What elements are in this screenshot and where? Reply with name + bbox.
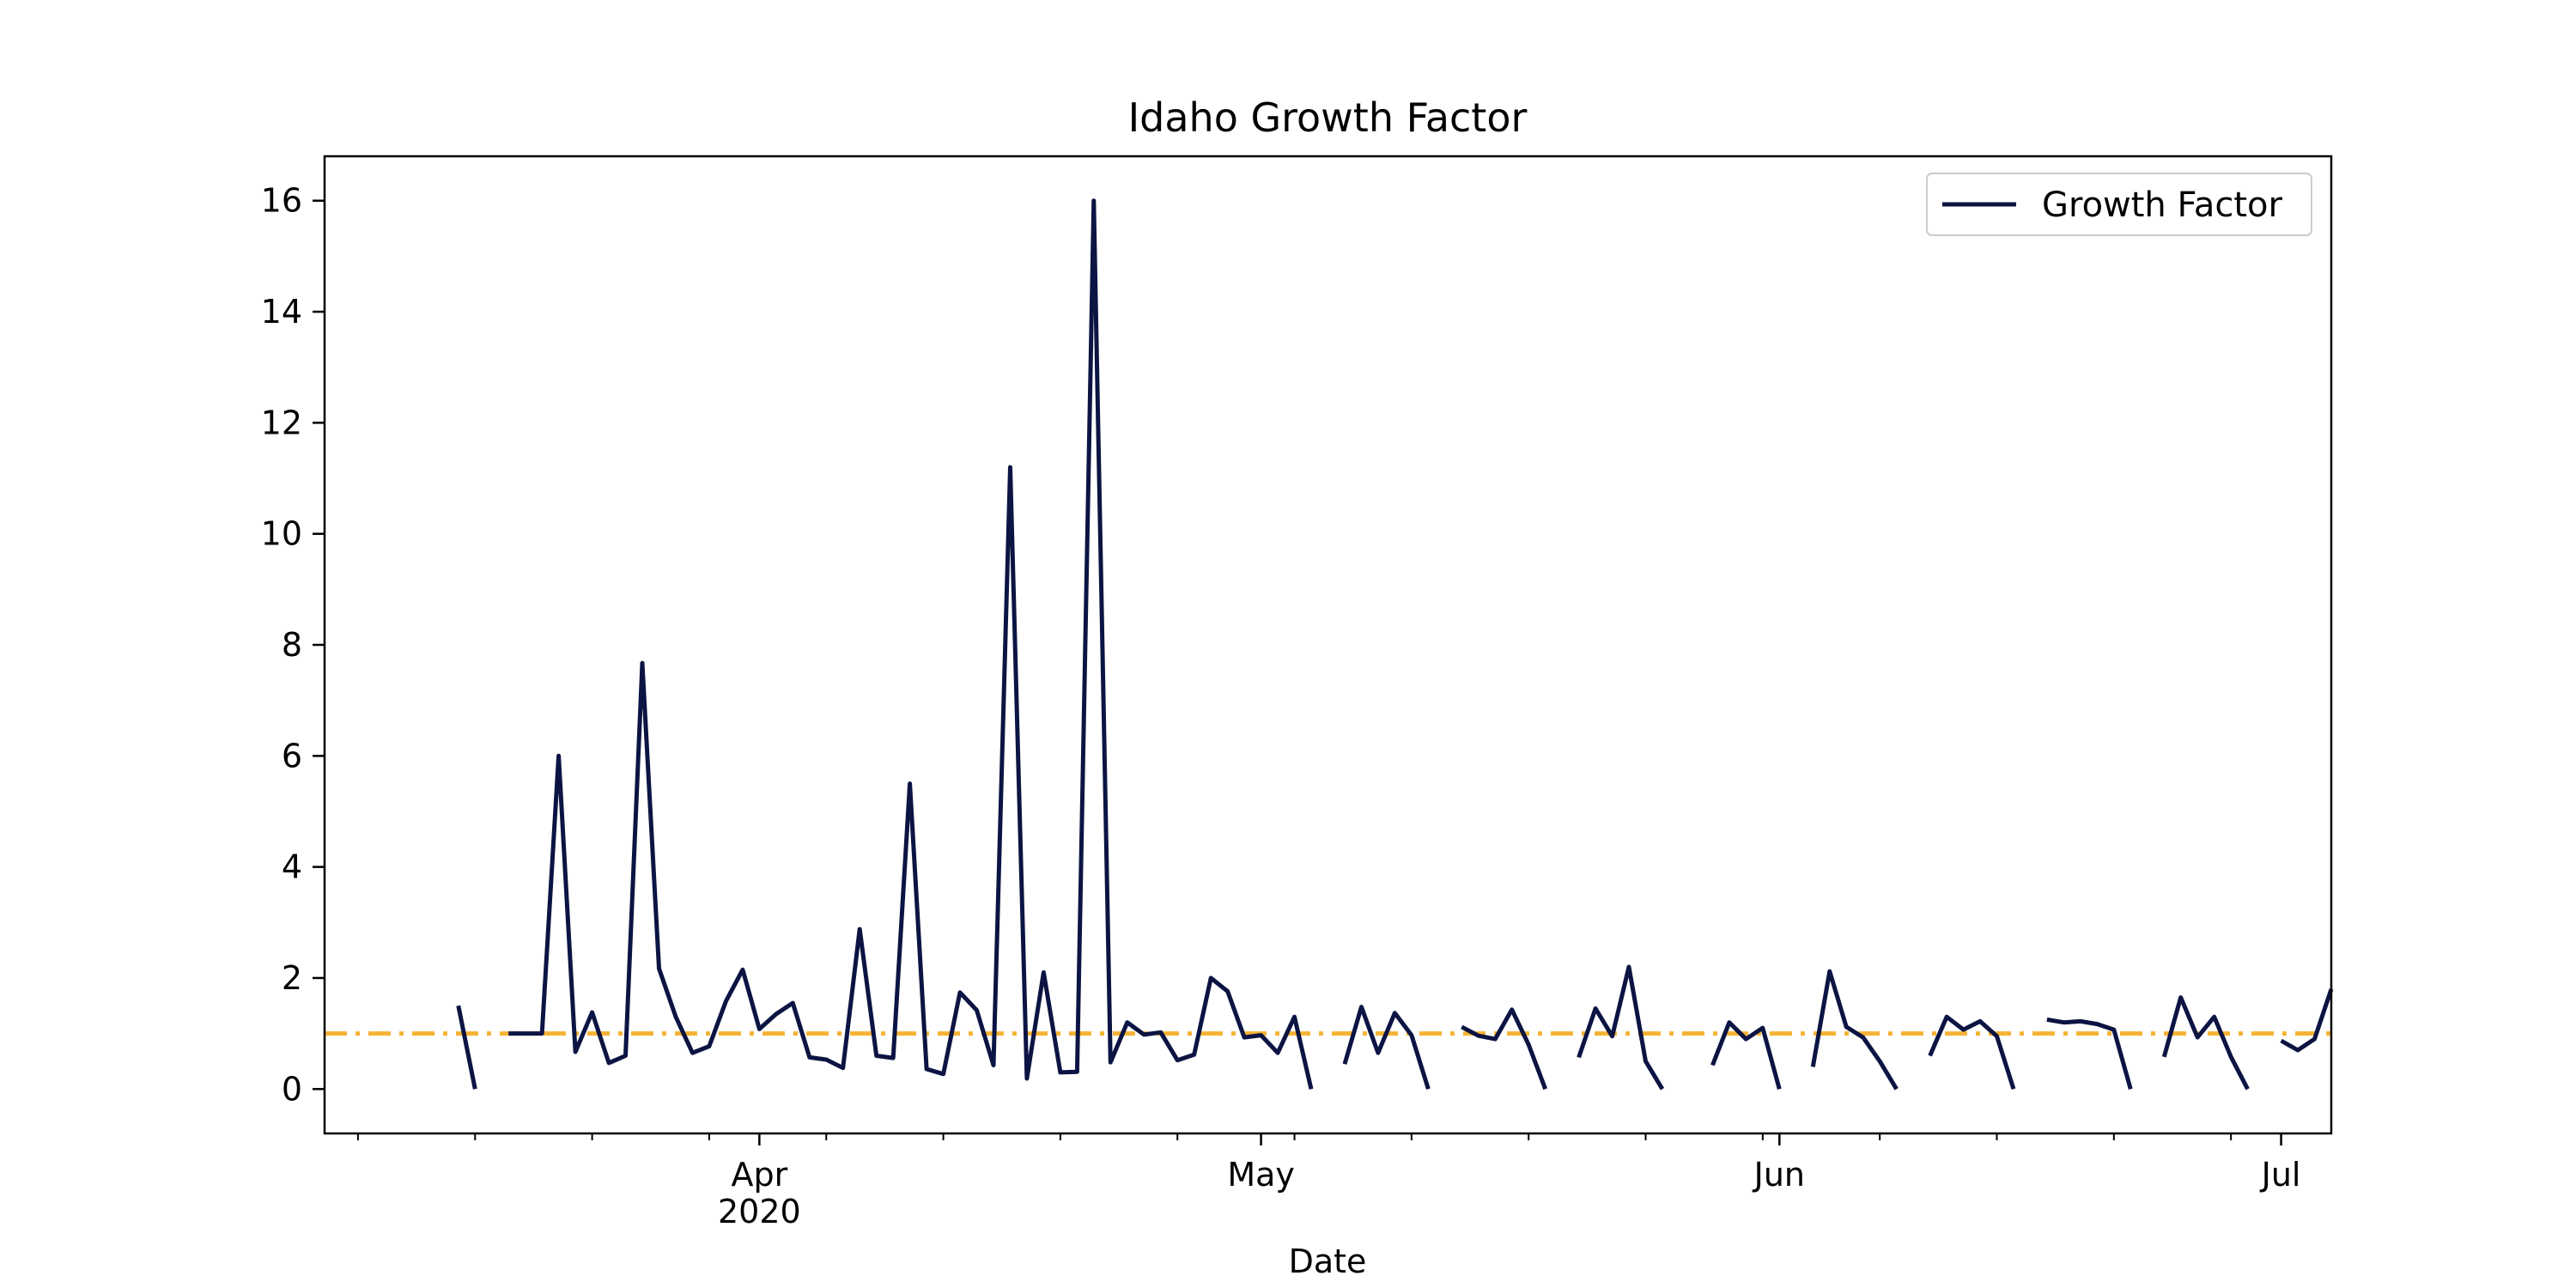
y-tick-label: 6 bbox=[282, 737, 302, 775]
series-line-segment-11 bbox=[2280, 988, 2334, 1053]
y-tick-label: 2 bbox=[282, 959, 302, 997]
series-line-segment-10 bbox=[2161, 995, 2250, 1091]
y-tick-label: 10 bbox=[261, 515, 302, 553]
x-tick-label: Jul bbox=[2260, 1156, 2301, 1194]
series-line-segment-4 bbox=[1461, 1007, 1548, 1091]
legend: Growth Factor bbox=[1926, 173, 2312, 236]
series-line-segment-8 bbox=[1928, 1014, 2016, 1091]
y-tick-label: 8 bbox=[282, 626, 302, 664]
y-tick-label: 12 bbox=[261, 404, 302, 441]
series-line-segment-7 bbox=[1810, 969, 1899, 1091]
y-tick-label: 0 bbox=[282, 1070, 302, 1108]
series-line-segment-5 bbox=[1577, 964, 1665, 1091]
series-line-segment-3 bbox=[1342, 1005, 1431, 1091]
series-line-segment-9 bbox=[2046, 1017, 2133, 1090]
x-tick-sublabel: 2020 bbox=[718, 1193, 801, 1230]
x-axis-label: Date bbox=[1289, 1242, 1367, 1280]
y-tick-label: 16 bbox=[261, 182, 302, 220]
x-tick-label: Jun bbox=[1753, 1156, 1805, 1194]
legend-label-growth-factor: Growth Factor bbox=[2042, 185, 2282, 225]
series-line-segment-6 bbox=[1710, 1020, 1782, 1090]
series-line-segment-1 bbox=[456, 1005, 477, 1090]
series-line-segment-2 bbox=[508, 198, 1314, 1090]
x-tick-label: May bbox=[1227, 1156, 1295, 1194]
y-tick-label: 14 bbox=[261, 293, 302, 331]
y-tick-label: 4 bbox=[282, 848, 302, 886]
chart-title: Idaho Growth Factor bbox=[1128, 94, 1528, 141]
x-tick-label: Apr bbox=[731, 1156, 787, 1194]
legend-frame bbox=[1926, 173, 2312, 236]
axes-frame bbox=[323, 155, 2333, 1135]
